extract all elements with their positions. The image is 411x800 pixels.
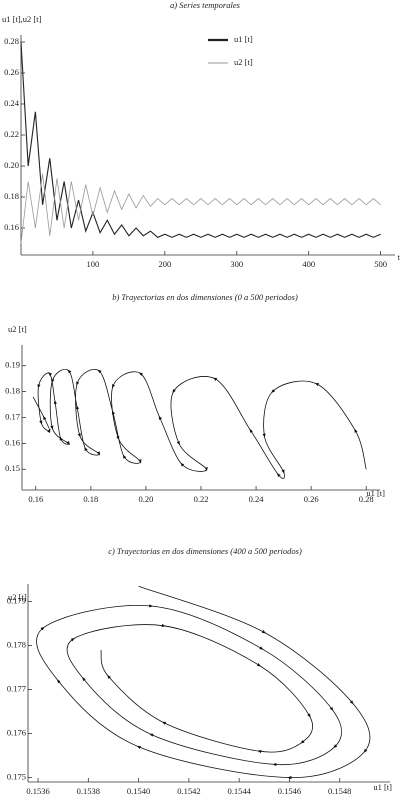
trajectory xyxy=(32,368,367,479)
chart-title: a) Series temporales xyxy=(170,0,241,10)
y-axis-label: u2 [t] xyxy=(8,324,27,334)
y-tick-label: 0.20 xyxy=(4,160,19,170)
x-tick-label: 0.1540 xyxy=(127,786,150,796)
y-tick-label: 0.19 xyxy=(5,360,20,370)
x-tick-label: 0.22 xyxy=(194,494,209,504)
trajectory xyxy=(36,585,371,780)
y-tick-label: 0.177 xyxy=(7,684,26,694)
x-tick-label: 0.18 xyxy=(83,494,98,504)
chart-title: b) Trayectorias en dos dimensiones (0 a … xyxy=(112,292,298,302)
x-axis-label: u1 [t] xyxy=(373,782,392,792)
x-tick-label: 400 xyxy=(302,259,315,269)
x-tick-label: 100 xyxy=(87,259,100,269)
y-tick-label: 0.178 xyxy=(7,640,26,650)
y-tick-label: 0.179 xyxy=(7,596,26,606)
series-line xyxy=(20,41,381,238)
x-tick-label: 0.1536 xyxy=(26,786,49,796)
x-tick-label: 0.1544 xyxy=(227,786,251,796)
y-axis-label: u1 [t],u2 [t] xyxy=(2,14,42,24)
y-tick-label: 0.176 xyxy=(7,728,26,738)
x-tick-label: 0.24 xyxy=(249,494,265,504)
y-tick-label: 0.16 xyxy=(5,437,20,447)
x-tick-label: 0.26 xyxy=(304,494,319,504)
y-tick-label: 0.17 xyxy=(5,411,20,421)
x-axis-label: u1 [t] xyxy=(366,488,385,498)
x-tick-label: 0.1542 xyxy=(177,786,200,796)
x-tick-label: 0.28 xyxy=(359,494,374,504)
x-tick-label: 0.1548 xyxy=(328,786,351,796)
x-tick-label: 0.1546 xyxy=(278,786,301,796)
y-tick-label: 0.18 xyxy=(4,191,19,201)
y-tick-label: 0.28 xyxy=(4,36,19,46)
y-tick-label: 0.16 xyxy=(4,222,19,232)
y-tick-label: 0.175 xyxy=(7,772,26,782)
legend-label: u1 [t] xyxy=(234,34,253,44)
x-tick-label: 500 xyxy=(374,259,387,269)
series-line xyxy=(20,173,381,244)
chart-title: c) Trayectorias en dos dimensiones (400 … xyxy=(108,546,302,556)
y-tick-label: 0.24 xyxy=(4,98,20,108)
y-tick-label: 0.26 xyxy=(4,67,19,77)
x-tick-label: 0.16 xyxy=(28,494,43,504)
x-tick-label: 200 xyxy=(158,259,171,269)
x-tick-label: 0.1538 xyxy=(77,786,100,796)
y-tick-label: 0.18 xyxy=(5,386,20,396)
y-tick-label: 0.15 xyxy=(5,463,20,473)
x-tick-label: 300 xyxy=(230,259,243,269)
x-tick-label: 0.20 xyxy=(138,494,153,504)
legend-label: u2 [t] xyxy=(234,57,253,67)
y-tick-label: 0.22 xyxy=(4,129,19,139)
y-axis-label: u2 [t] xyxy=(8,592,27,602)
x-axis-label: t xyxy=(398,252,401,262)
